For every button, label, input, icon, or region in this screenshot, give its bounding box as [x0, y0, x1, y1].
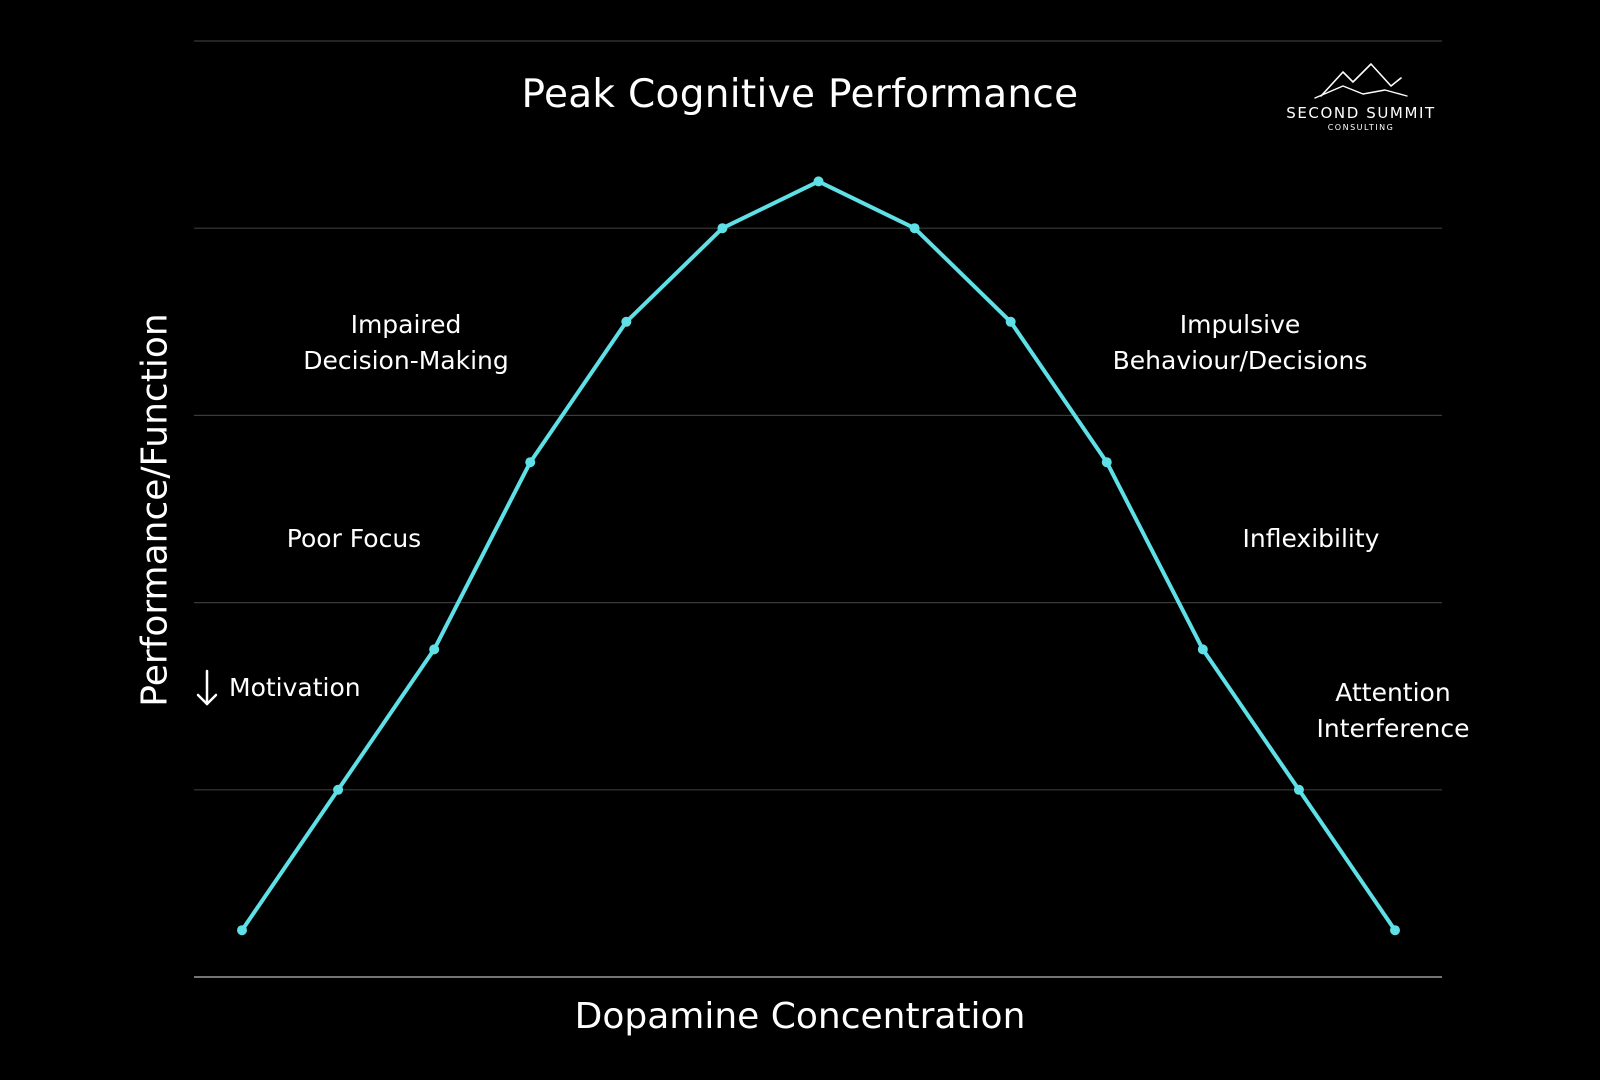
data-point — [333, 784, 344, 795]
annotation-impulsive-behaviour: Impulsive Behaviour/Decisions — [1113, 307, 1368, 379]
data-point — [1101, 457, 1112, 468]
logo-subtitle: CONSULTING — [1327, 123, 1395, 132]
data-point — [717, 223, 728, 234]
y-axis-label: Performance/Function — [134, 313, 176, 707]
annotation-inflexibility: Inflexibility — [1242, 524, 1380, 553]
company-logo: SECOND SUMMIT CONSULTING — [1276, 60, 1446, 132]
annotation-motivation-label: Motivation — [229, 673, 361, 702]
data-point — [813, 176, 824, 187]
annotation-attention-interference: Attention Interference — [1317, 675, 1470, 747]
logo-name: SECOND SUMMIT — [1286, 104, 1436, 122]
arrow-down-icon — [196, 669, 218, 706]
annotation-impaired-line1: Impaired — [350, 310, 462, 339]
data-point — [1390, 925, 1400, 936]
annotation-impaired-decision-making: Impaired Decision-Making — [303, 307, 508, 379]
annotation-impulsive-line1: Impulsive — [1179, 310, 1301, 339]
data-point — [1293, 784, 1304, 795]
series-group — [237, 176, 1400, 936]
chart-title: Peak Cognitive Performance — [521, 72, 1079, 117]
data-point — [1005, 316, 1016, 327]
data-point — [525, 457, 536, 468]
data-point — [237, 925, 247, 936]
annotation-poor-focus: Poor Focus — [286, 524, 422, 553]
annotation-attention-line1: Attention — [1335, 678, 1451, 707]
data-point — [621, 316, 632, 327]
data-point — [909, 223, 920, 234]
annotation-impulsive-line2: Behaviour/Decisions — [1112, 346, 1368, 375]
x-axis-label: Dopamine Concentration — [574, 996, 1026, 1037]
data-point — [429, 644, 440, 655]
annotation-attention-line2: Interference — [1316, 714, 1470, 743]
data-point — [1197, 644, 1208, 655]
annotation-motivation: Motivation — [195, 668, 361, 708]
grid-lines — [194, 40, 1442, 978]
mountain-peaks-icon — [1314, 63, 1408, 99]
annotation-impaired-line2: Decision-Making — [303, 346, 509, 375]
